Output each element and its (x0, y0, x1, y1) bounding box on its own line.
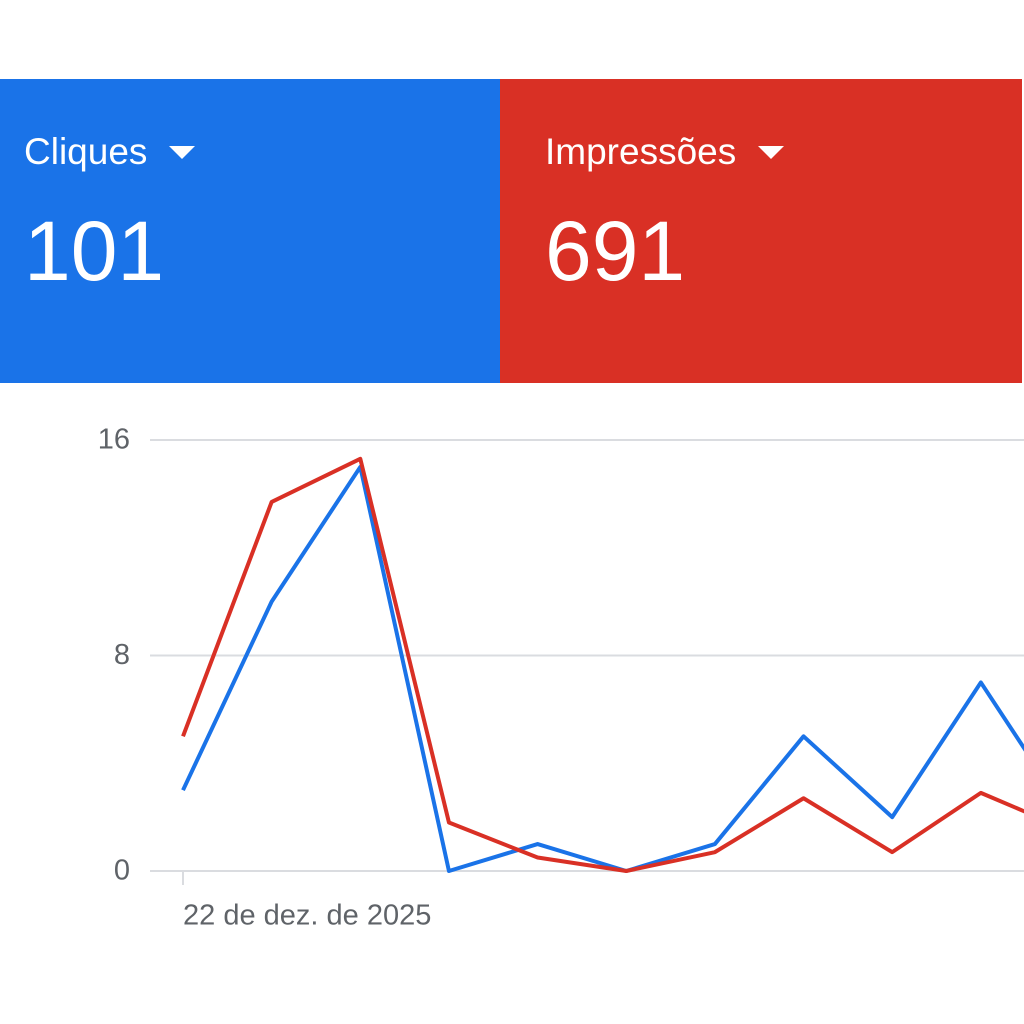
dropdown-caret[interactable] (169, 145, 196, 159)
series-line (181, 464, 1024, 873)
metric-value: 691 (545, 204, 686, 298)
metric-label[interactable]: Cliques (24, 129, 500, 175)
dropdown-caret[interactable] (758, 145, 785, 159)
x-tick-label: 22 de dez. de 2025 (183, 900, 431, 932)
y-tick-label: 8 (114, 639, 130, 671)
y-tick-label: 16 (98, 424, 130, 456)
metric-cards: Cliques 101 Impressões 691 (0, 79, 1022, 383)
y-tick-label: 0 (114, 855, 130, 887)
metric-label-text: Impressões (545, 131, 737, 172)
series-line (181, 456, 1024, 873)
metric-label-text: Cliques (24, 131, 148, 172)
metric-value: 101 (24, 204, 165, 298)
metric-label[interactable]: Impressões (545, 129, 1022, 175)
metric-card[interactable]: Impressões 691 (500, 79, 1022, 383)
metric-card[interactable]: Cliques 101 (0, 79, 500, 383)
